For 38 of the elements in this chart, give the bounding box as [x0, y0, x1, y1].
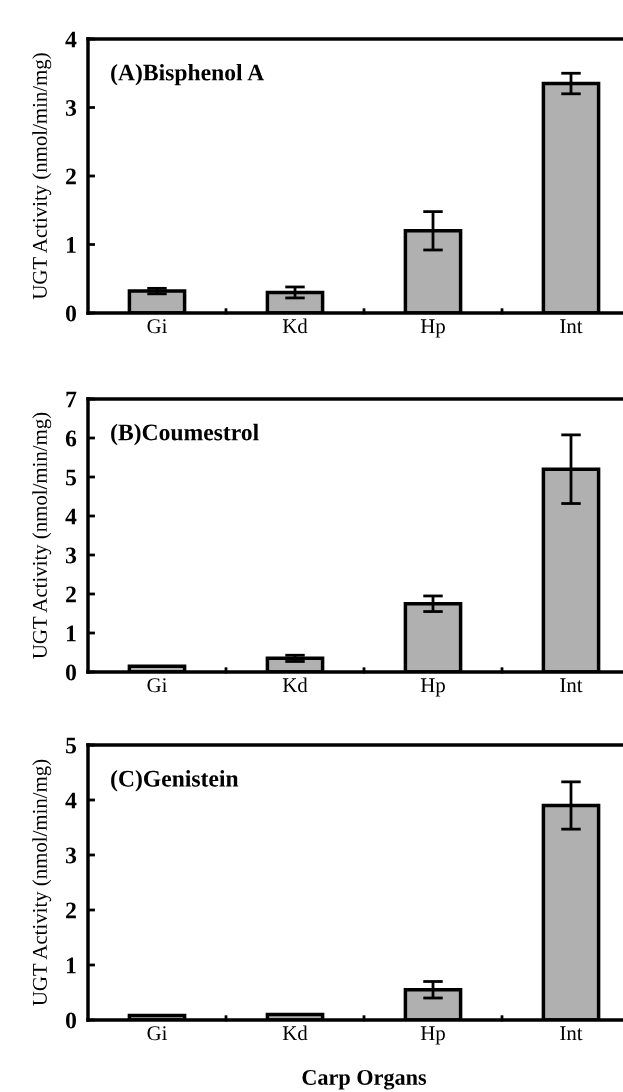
y-tick-label: 1 — [66, 237, 76, 253]
y-tick-label: 0 — [65, 664, 76, 681]
y-tick-label: 4 — [65, 508, 77, 525]
y-tick-label: 2 — [66, 902, 76, 919]
x-tick-label: Kd — [282, 318, 308, 334]
x-tick-label: Kd — [282, 677, 308, 693]
annotation: (B)Coumestrol — [111, 423, 259, 446]
x-tick-label: Gi — [147, 1026, 168, 1041]
x-tick-label: Int — [560, 678, 583, 693]
x-tick-label: Gi — [147, 319, 168, 334]
x-axis-title: Carp Organs — [302, 1069, 427, 1090]
y-tick-label: 3 — [65, 547, 77, 564]
y-tick-label: 2 — [66, 168, 76, 185]
x-tick-label: Hp — [420, 678, 445, 697]
y-tick-label: 5 — [66, 737, 77, 754]
y-tick-label: 2 — [66, 586, 76, 603]
x-tick-label: Kd — [282, 1025, 308, 1041]
x-tick-label: Int — [560, 319, 583, 334]
y-tick-label: 3 — [65, 847, 77, 864]
x-tick-label: Gi — [147, 678, 168, 693]
y-tick-label: 0 — [65, 305, 76, 322]
y-tick-label: 3 — [65, 100, 77, 116]
annotation: (C)Genistein — [111, 770, 239, 792]
y-tick-label: 1 — [66, 957, 76, 974]
y-tick-label: 0 — [65, 1012, 76, 1029]
y-axis-title: UGT Activity (nmol/min/mg) — [32, 759, 52, 1006]
x-tick-label: Int — [560, 1026, 583, 1041]
y-axis-title: UGT Activity (nmol/min/mg) — [32, 53, 52, 300]
y-axis-title: UGT Activity (nmol/min/mg) — [32, 412, 52, 659]
y-tick-label: 4 — [65, 792, 77, 809]
y-tick-label: 6 — [65, 430, 77, 447]
annotation: (A)Bisphenol A — [111, 63, 265, 86]
y-tick-label: 4 — [65, 31, 77, 48]
x-tick-label: Hp — [420, 1026, 445, 1045]
y-tick-label: 1 — [66, 625, 76, 642]
x-tick-label: Hp — [420, 319, 445, 338]
y-tick-label: 7 — [66, 391, 77, 408]
y-tick-label: 5 — [66, 469, 77, 486]
